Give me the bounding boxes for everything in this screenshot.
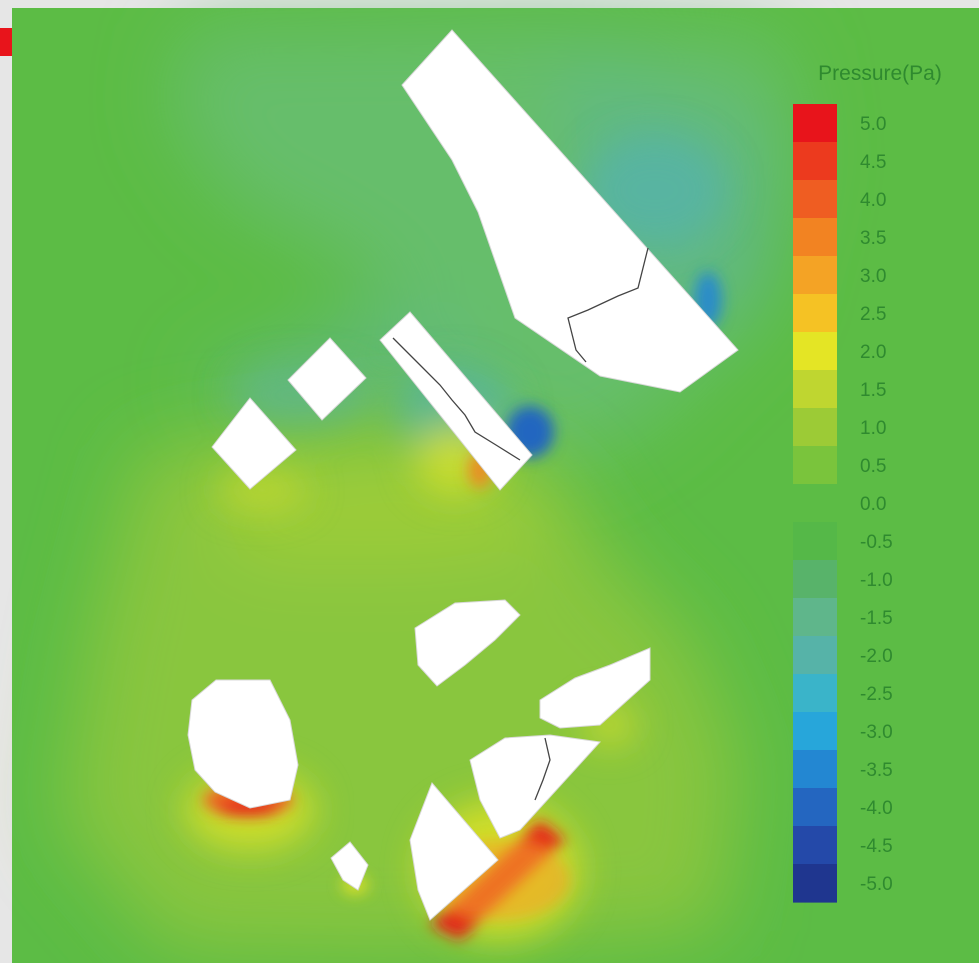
colorbar-tick-label: 2.5 bbox=[860, 304, 886, 325]
small-rock-1 bbox=[414, 599, 521, 687]
colorbar-tick-label: -2.5 bbox=[860, 684, 893, 705]
colorbar: Pressure(Pa) 5.0 4.5 4.0 3.5 3.0 2.5 2.0 1.5 1.0… bbox=[793, 62, 942, 903]
colorbar-swatch bbox=[793, 788, 837, 827]
colorbar-tick-label: -3.5 bbox=[860, 760, 893, 781]
colorbar-tick-label: -0.5 bbox=[860, 532, 893, 553]
colorbar-swatch bbox=[793, 484, 837, 523]
upper-right-slab bbox=[539, 647, 651, 729]
colorbar-tick-label: 1.5 bbox=[860, 380, 886, 401]
colorbar-tick-label: -3.0 bbox=[860, 722, 893, 743]
lower-slab bbox=[409, 782, 499, 921]
colorbar-swatch bbox=[793, 598, 837, 637]
colorbar-swatch bbox=[793, 636, 837, 675]
diagonal-slab bbox=[379, 311, 533, 491]
colorbar-swatch bbox=[793, 294, 837, 333]
colorbar-swatch bbox=[793, 142, 837, 181]
colorbar-swatch bbox=[793, 522, 837, 561]
round-rock bbox=[187, 679, 299, 809]
colorbar-swatch bbox=[793, 370, 837, 409]
colorbar-tick-label: 2.0 bbox=[860, 342, 886, 363]
colorbar-tick-label: 5.0 bbox=[860, 114, 886, 135]
colorbar-tick-label: -1.5 bbox=[860, 608, 893, 629]
colorbar-tick-label: 1.0 bbox=[860, 418, 886, 439]
colorbar-tick-label: -4.5 bbox=[860, 836, 893, 857]
cropped-edge-mark bbox=[0, 28, 12, 56]
colorbar-swatch bbox=[793, 446, 837, 485]
square-block-1 bbox=[211, 397, 297, 490]
colorbar-swatch bbox=[793, 826, 837, 865]
colorbar-tick-label: 3.0 bbox=[860, 266, 886, 287]
colorbar-tick-label: 4.0 bbox=[860, 190, 886, 211]
colorbar-swatch bbox=[793, 560, 837, 599]
colorbar-swatch bbox=[793, 750, 837, 789]
colorbar-swatch bbox=[793, 256, 837, 295]
colorbar-swatch bbox=[793, 218, 837, 257]
colorbar-title: Pressure(Pa) bbox=[818, 62, 942, 85]
colorbar-tick-label: -2.0 bbox=[860, 646, 893, 667]
colorbar-swatch bbox=[793, 712, 837, 751]
colorbar-tick-label: 4.5 bbox=[860, 152, 886, 173]
pebble bbox=[330, 841, 369, 891]
colorbar-swatches bbox=[793, 104, 837, 903]
colorbar-swatch bbox=[793, 180, 837, 219]
colorbar-ticks: 5.0 4.5 4.0 3.5 3.0 2.5 2.0 1.5 1.0 0.5 0.0 -0.5 -1.… bbox=[860, 114, 893, 895]
colorbar-swatch bbox=[793, 674, 837, 713]
colorbar-swatch bbox=[793, 332, 837, 371]
colorbar-tick-label: 3.5 bbox=[860, 228, 886, 249]
colorbar-tick-label: -1.0 bbox=[860, 570, 893, 591]
colorbar-tick-label: -4.0 bbox=[860, 798, 893, 819]
colorbar-swatch bbox=[793, 104, 837, 143]
colorbar-swatch bbox=[793, 408, 837, 447]
obstacles bbox=[187, 29, 739, 921]
pressure-peaks bbox=[203, 272, 722, 940]
large-block bbox=[401, 29, 739, 393]
colorbar-tick-label: -5.0 bbox=[860, 874, 893, 895]
colorbar-tick-label: 0.0 bbox=[860, 494, 886, 515]
colorbar-tick-label: 0.5 bbox=[860, 456, 886, 477]
colorbar-swatch bbox=[793, 864, 837, 903]
square-block-2 bbox=[287, 337, 367, 421]
middle-slab bbox=[469, 734, 602, 839]
